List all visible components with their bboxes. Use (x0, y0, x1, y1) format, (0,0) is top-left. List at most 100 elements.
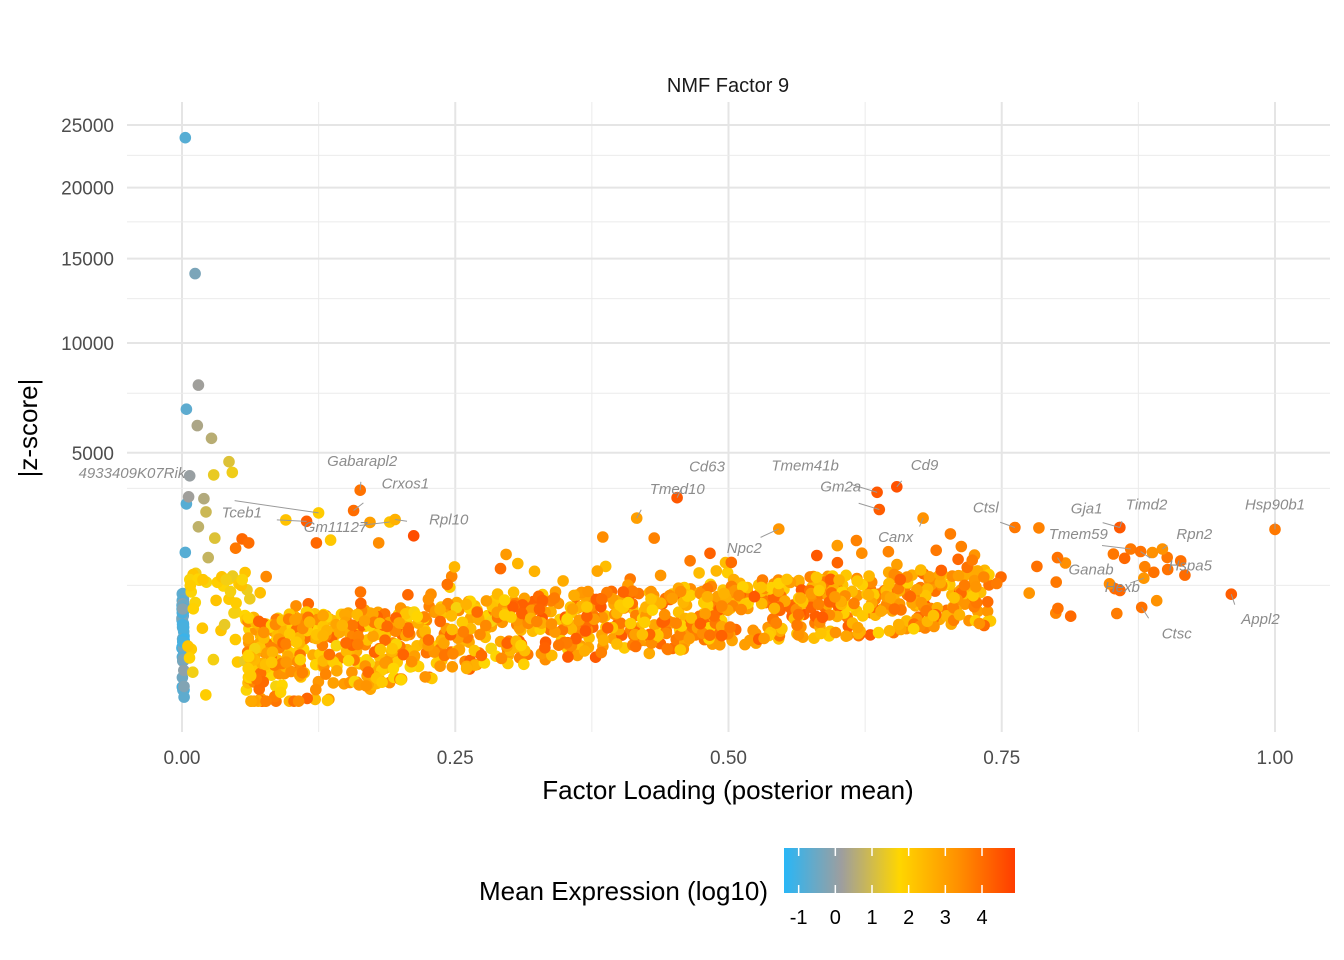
scatter-point (794, 592, 807, 604)
scatter-point (441, 578, 454, 591)
scatter-point (708, 610, 720, 622)
scatter-point (716, 600, 728, 612)
scatter-point (595, 646, 608, 659)
scatter-point (244, 670, 257, 682)
scatter-point (446, 623, 459, 636)
scatter-point (518, 658, 530, 671)
scatter-point (1031, 560, 1043, 573)
scatter-point (178, 664, 190, 677)
scatter-point (684, 555, 696, 567)
scatter-point (460, 598, 473, 611)
x-tick-label: 0.25 (437, 748, 474, 769)
scatter-point (674, 629, 686, 641)
scatter-point (448, 561, 461, 573)
scatter-point (245, 695, 257, 707)
labeled-point (671, 491, 683, 504)
scatter-point (331, 665, 343, 677)
scatter-point (516, 599, 529, 611)
scatter-point (566, 603, 579, 615)
gene-label: Ganab (1069, 562, 1114, 579)
scatter-point (831, 556, 844, 569)
scatter-point (882, 545, 895, 558)
scatter-point (283, 628, 296, 640)
scatter-point (381, 620, 394, 633)
scatter-point (480, 619, 492, 632)
label-leader-line (676, 488, 682, 498)
gene-label: Gabarapl2 (327, 453, 398, 470)
y-tick-label: 15000 (61, 250, 114, 271)
gene-label: Crxos1 (382, 476, 430, 493)
scatter-point (735, 603, 747, 616)
gene-label: Gm11127 (304, 519, 368, 536)
scatter-point (205, 432, 218, 445)
scatter-point (970, 581, 982, 593)
scatter-point (207, 653, 220, 666)
scatter-point (935, 564, 948, 577)
scatter-point (704, 547, 716, 560)
scatter-point (196, 622, 209, 634)
scatter-point (674, 644, 687, 656)
scatter-point (229, 542, 242, 554)
labeled-point (773, 523, 785, 535)
scatter-point (236, 573, 248, 586)
scatter-point (354, 586, 367, 598)
labeled-point (891, 481, 903, 493)
scatter-point (733, 589, 745, 602)
scatter-point (872, 626, 885, 639)
scatter-point (701, 591, 714, 603)
scatter-point (815, 627, 827, 640)
color-legend: Mean Expression (log10) -1 0 1 2 3 4 (479, 848, 1015, 929)
scatter-point (1023, 587, 1035, 599)
scatter-point (829, 626, 842, 639)
scatter-point (715, 629, 728, 642)
label-leader-line (858, 502, 880, 510)
scatter-point (591, 565, 604, 577)
label-leader-line (1119, 521, 1123, 528)
scatter-point (699, 608, 711, 620)
scatter-point (891, 558, 903, 571)
label-leader-line (353, 502, 364, 511)
scatter-point (1103, 578, 1116, 590)
scatter-point (260, 570, 273, 583)
scatter-point (411, 610, 424, 623)
scatter-point (990, 577, 1003, 590)
scatter-point (358, 615, 371, 627)
scatter-point (1146, 546, 1159, 559)
scatter-point (811, 549, 823, 562)
label-leader-line (1057, 557, 1062, 564)
scatter-point (182, 640, 194, 652)
scatter-point (748, 590, 761, 603)
scatter-point (685, 612, 698, 624)
y-tick-label: 25000 (61, 116, 114, 137)
scatter-point (792, 629, 805, 641)
x-axis-title: Factor Loading (posterior mean) (542, 775, 913, 805)
scatter-point (445, 610, 458, 622)
scatter-point (581, 610, 593, 623)
labeled-point (1009, 521, 1021, 534)
scatter-point (624, 617, 637, 630)
scatter-point (498, 609, 511, 621)
scatter-point (658, 608, 671, 621)
scatter-point (568, 589, 580, 602)
scatter-point (952, 553, 964, 566)
scatter-point (813, 584, 825, 597)
scatter-point (952, 569, 965, 582)
gene-label: Tmed10 (650, 481, 706, 498)
scatter-point (851, 575, 863, 587)
scatter-point (892, 582, 905, 595)
scatter-point (355, 597, 367, 610)
legend-tick-label: 1 (866, 907, 877, 929)
scatter-point (183, 470, 196, 482)
scatter-point (755, 581, 767, 594)
label-leader-line (1230, 594, 1236, 605)
scatter-point (670, 617, 682, 629)
scatter-point (1111, 607, 1123, 620)
label-leader-line (1130, 577, 1145, 584)
scatter-point (252, 615, 265, 628)
scatter-point (405, 655, 418, 668)
scatter-point (207, 469, 220, 481)
gene-label: Npc2 (727, 540, 763, 557)
scatter-point (220, 574, 232, 586)
scatter-point (1161, 563, 1174, 576)
